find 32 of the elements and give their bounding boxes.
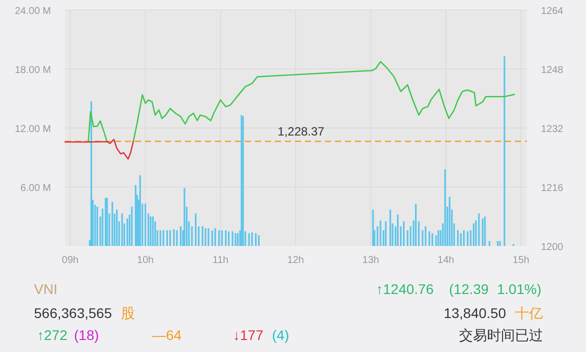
ref-line: 1,228.37 [65,124,527,142]
annotation: 13,840.50 [444,305,506,321]
ref-line-label: 1,228.37 [278,124,325,138]
x-tick-label: 14h [438,255,454,266]
y2-tick-label: 1216 [541,183,564,194]
x-tick-label: 09h [62,255,79,266]
annotation: 566,363,565 [34,305,112,321]
annotation: (12.39 [449,281,489,297]
x-tick-label: 12h [287,255,304,266]
x-tick-label: 15h [512,255,530,266]
y-tick-label: 6.00 M [20,183,51,194]
annotation: 交易时间已过 [459,327,543,343]
x-tick-label: 11h [212,255,228,266]
y-tick-label: 24.00 M [14,6,51,17]
x-tick-label: 13h [362,255,380,266]
y-tick-label: 18.00 M [14,65,51,76]
annotation: ↑272 [37,327,68,343]
annotation: 1.01%) [497,281,542,297]
annotation: —64 [152,327,182,343]
annotation: ↑1240.76 [376,281,434,297]
annotation: (18) [74,327,99,343]
annotation: ↓177 [233,327,264,343]
y2-tick-label: 1232 [541,124,564,135]
annotation: (4) [272,327,290,343]
annotation: VNI [34,281,58,297]
annotation: 十亿 [515,305,543,321]
x-tick-label: 10h [137,255,154,266]
y2-tick-label: 1200 [541,242,564,253]
y2-tick-label: 1264 [541,6,564,17]
annotation: 股 [121,305,135,321]
y-tick-label: 12.00 M [14,124,51,135]
y2-tick-label: 1248 [541,65,564,76]
